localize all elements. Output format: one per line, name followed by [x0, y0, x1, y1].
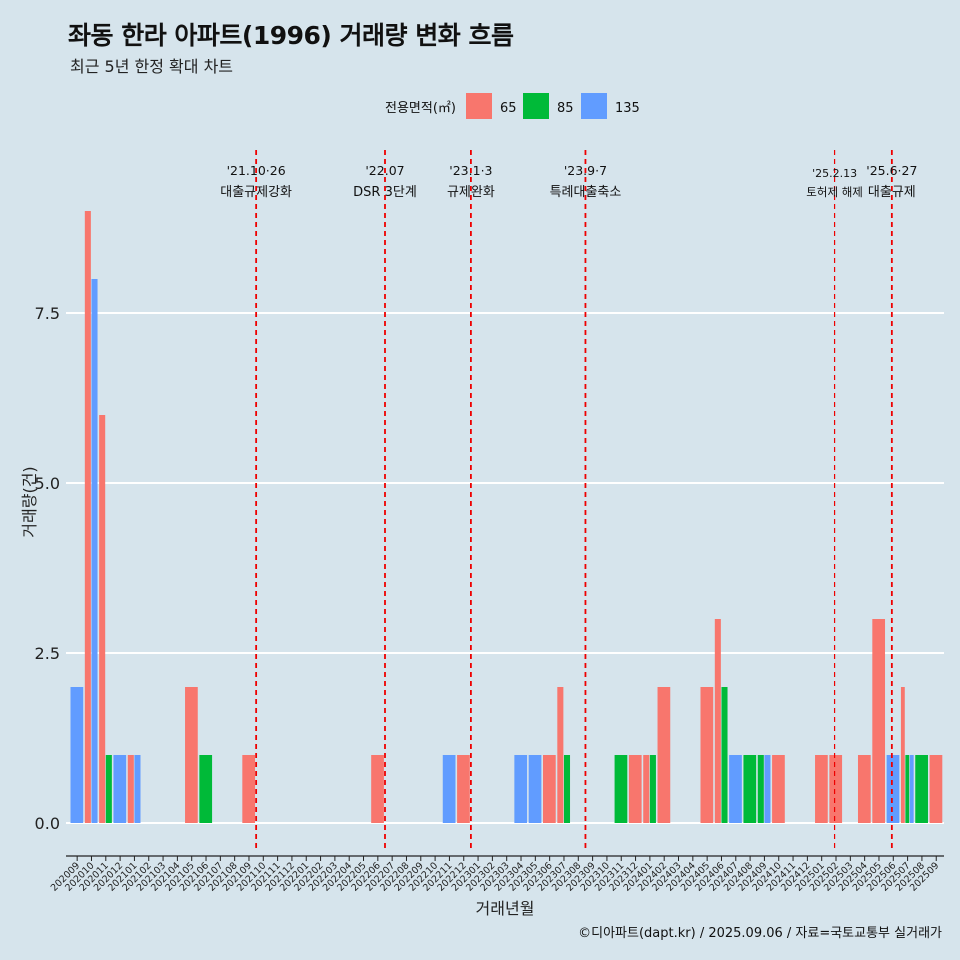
bar-65-202306: [542, 755, 556, 823]
legend-key-65: [466, 93, 492, 119]
event-name-label: 특례대출축소: [550, 185, 622, 200]
legend-label-135: 135: [615, 101, 640, 116]
bar-65-202410: [772, 755, 785, 823]
bar-65-202010: [84, 211, 91, 823]
bar-65-202105: [185, 687, 198, 823]
axes: 0.02.55.07.52020092020102020112020122021…: [20, 304, 944, 918]
bar-65-202406: [714, 619, 721, 823]
bar-65-202212: [457, 755, 470, 823]
event-date-label: '21.10·26: [227, 163, 286, 178]
bar-85-202011: [105, 755, 112, 823]
bar-135-202409: [764, 755, 771, 823]
bar-65-202101: [127, 755, 134, 823]
bar-65-202402: [657, 687, 671, 823]
event-date-label: '23.9·7: [564, 163, 607, 178]
bar-65-202502: [829, 755, 843, 823]
bar-85-202406: [721, 687, 728, 823]
event-date-label: '22.07: [365, 163, 404, 178]
x-axis-title: 거래년월: [476, 899, 535, 918]
bar-65-202505: [872, 619, 886, 823]
bar-135-202010: [91, 279, 98, 823]
bar-135-202211: [442, 755, 456, 823]
y-tick-label: 7.5: [35, 304, 60, 323]
bar-85-202508: [915, 755, 928, 823]
bar-65-202206: [371, 755, 384, 823]
legend-title: 전용면적(㎡): [385, 101, 456, 116]
event-annotations: '21.10·26 대출규제강화 '22.07 DSR 3단계 '23.1·3 규제완화 '…: [220, 150, 917, 850]
bar-85-202409: [757, 755, 764, 823]
bar-85-202311: [614, 755, 628, 823]
bar-65-202011: [99, 415, 106, 823]
event-name-label: 대출규제강화: [220, 185, 292, 200]
bar-85-202106: [199, 755, 213, 823]
bar-135-202407: [729, 755, 742, 823]
bar-65-202405: [700, 687, 714, 823]
legend-key-135: [581, 93, 607, 119]
bar-135-202506: [886, 755, 900, 823]
bar-65-202312: [628, 755, 642, 823]
bar-135-202101: [134, 755, 141, 823]
bar-135-202012: [113, 755, 127, 823]
bar-135-202305: [528, 755, 542, 823]
chart-subtitle: 최근 5년 한정 확대 차트: [70, 57, 234, 76]
event-date-label: '23.1·3: [449, 163, 492, 178]
bar-85-202401: [649, 755, 656, 823]
y-tick-label: 0.0: [35, 814, 60, 833]
bar-85-202307: [563, 755, 571, 823]
legend-label-65: 65: [500, 101, 517, 116]
bar-135-202304: [514, 755, 528, 823]
bar-135-202009: [70, 687, 84, 823]
gridlines: [66, 312, 944, 824]
chart-title: 좌동 한라 아파트(1996) 거래량 변화 흐름: [68, 21, 514, 50]
event-name-label: 토허제 해제: [806, 185, 863, 199]
bar-65-202109: [242, 755, 256, 823]
y-axis-title: 거래량(건): [20, 466, 39, 537]
bar-135-202507: [909, 755, 914, 823]
bar-65-202509: [929, 755, 943, 823]
event-name-label: 대출규제: [868, 185, 916, 200]
y-tick-label: 2.5: [35, 644, 60, 663]
y-tick-label: 5.0: [35, 474, 60, 493]
bar-65-202401: [643, 755, 650, 823]
bar-65-202504: [857, 755, 871, 823]
event-name-label: 규제완화: [447, 185, 495, 200]
legend-label-85: 85: [557, 101, 574, 116]
event-name-label: DSR 3단계: [353, 185, 417, 200]
legend-key-85: [523, 93, 549, 119]
bars: [70, 211, 943, 823]
source-caption: ©디아파트(dapt.kr) / 2025.09.06 / 자료=국토교통부 실…: [578, 926, 942, 941]
event-date-label: '25.6·27: [866, 163, 917, 178]
event-date-label: '25.2.13: [812, 167, 857, 180]
bar-65-202507: [900, 687, 905, 823]
bar-85-202507: [905, 755, 910, 823]
bar-65-202501: [815, 755, 828, 823]
bar-85-202408: [743, 755, 757, 823]
legend: 전용면적(㎡) 65 85 135: [385, 93, 640, 119]
bar-65-202307: [557, 687, 564, 823]
